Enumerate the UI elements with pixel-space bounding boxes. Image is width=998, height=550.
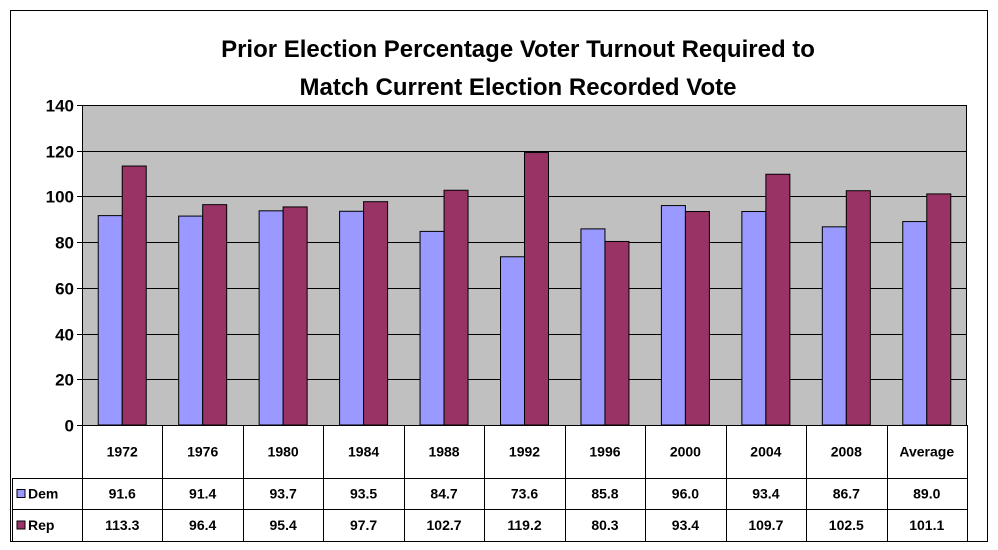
data-label-dem: 86.7 [833, 486, 860, 502]
data-label-dem: 93.5 [350, 486, 377, 502]
category-label: 1992 [509, 444, 540, 460]
data-label-rep: 102.5 [829, 517, 864, 533]
bar-rep-1976 [202, 204, 228, 426]
data-label-rep: 93.4 [672, 517, 699, 533]
data-table: 1972 1976 1980 1984 1988 1992 1996 2000 2004 2008… [12, 425, 968, 542]
data-label-rep: 113.3 [105, 517, 139, 533]
category-label: 1980 [268, 444, 299, 460]
bar-rep-1972 [121, 165, 147, 426]
category-label: 1984 [348, 444, 379, 460]
data-label-rep: 102.7 [427, 517, 462, 533]
y-tick-label: 100 [46, 188, 74, 207]
data-label-dem: 89.0 [913, 486, 940, 502]
data-label-rep: 109.7 [748, 517, 783, 533]
data-label-rep: 101.1 [909, 517, 944, 533]
bar-rep-1988 [443, 189, 469, 426]
y-tick-label: 20 [55, 371, 74, 390]
bar-dem-2004 [741, 211, 767, 426]
bar-rep-2000 [684, 211, 710, 426]
data-label-rep: 96.4 [189, 517, 216, 533]
y-tick-label: 120 [46, 143, 74, 162]
bar-dem-1972 [97, 215, 123, 426]
bar-dem-average [902, 221, 928, 426]
plot-border [82, 105, 967, 426]
data-label-dem: 73.6 [511, 486, 538, 502]
bar-dem-1980 [258, 210, 284, 426]
bar-dem-1992 [500, 256, 525, 426]
data-label-rep: 80.3 [591, 517, 618, 533]
data-label-rep: 97.7 [350, 517, 377, 533]
bar-dem-1984 [339, 210, 365, 426]
data-label-dem: 91.6 [109, 486, 136, 502]
data-label-dem: 96.0 [672, 486, 699, 502]
bar-rep-1984 [363, 201, 389, 426]
category-label: 1972 [107, 444, 138, 460]
bar-rep-average [926, 193, 952, 426]
bar-rep-1996 [604, 240, 630, 426]
category-label: 2000 [670, 444, 701, 460]
bar-rep-2004 [765, 173, 791, 426]
bar-dem-1988 [419, 230, 445, 426]
chart-title-line-2: Match Current Election Recorded Vote [300, 74, 737, 101]
legend-key-dem [16, 489, 26, 498]
bar-rep-2008 [845, 190, 871, 426]
legend-label-dem: Dem [28, 486, 58, 502]
bar-rep-1992 [524, 152, 549, 426]
y-tick-label: 80 [55, 234, 74, 253]
category-label: 1976 [187, 444, 218, 460]
data-label-dem: 84.7 [430, 486, 457, 502]
y-tick-label: 140 [46, 97, 74, 116]
data-label-dem: 93.4 [752, 486, 779, 502]
legend-key-rep [16, 520, 26, 530]
bar-dem-2008 [821, 226, 847, 426]
y-tick-label: 40 [55, 326, 74, 345]
axes: 0 20 40 60 80 100 120 140 [46, 97, 967, 436]
data-label-rep: 95.4 [270, 517, 297, 533]
y-tick-label: 0 [65, 417, 74, 436]
data-label-dem: 93.7 [270, 486, 297, 502]
bar-rep-1980 [282, 206, 308, 426]
bar-dem-1996 [580, 228, 606, 426]
y-tick-label: 60 [55, 280, 74, 299]
data-label-rep: 119.2 [507, 517, 541, 533]
data-label-dem: 91.4 [189, 486, 216, 502]
legend-label-rep: Rep [28, 517, 54, 533]
data-label-dem: 85.8 [591, 486, 618, 502]
chart-title-line-1: Prior Election Percentage Voter Turnout … [221, 36, 815, 63]
category-label: 1988 [428, 444, 459, 460]
category-label: Average [899, 444, 954, 460]
category-label: 2004 [750, 444, 781, 460]
bar-dem-1976 [178, 215, 204, 426]
bar-dem-2000 [660, 205, 686, 426]
category-label: 1996 [589, 444, 620, 460]
category-label: 2008 [831, 444, 862, 460]
